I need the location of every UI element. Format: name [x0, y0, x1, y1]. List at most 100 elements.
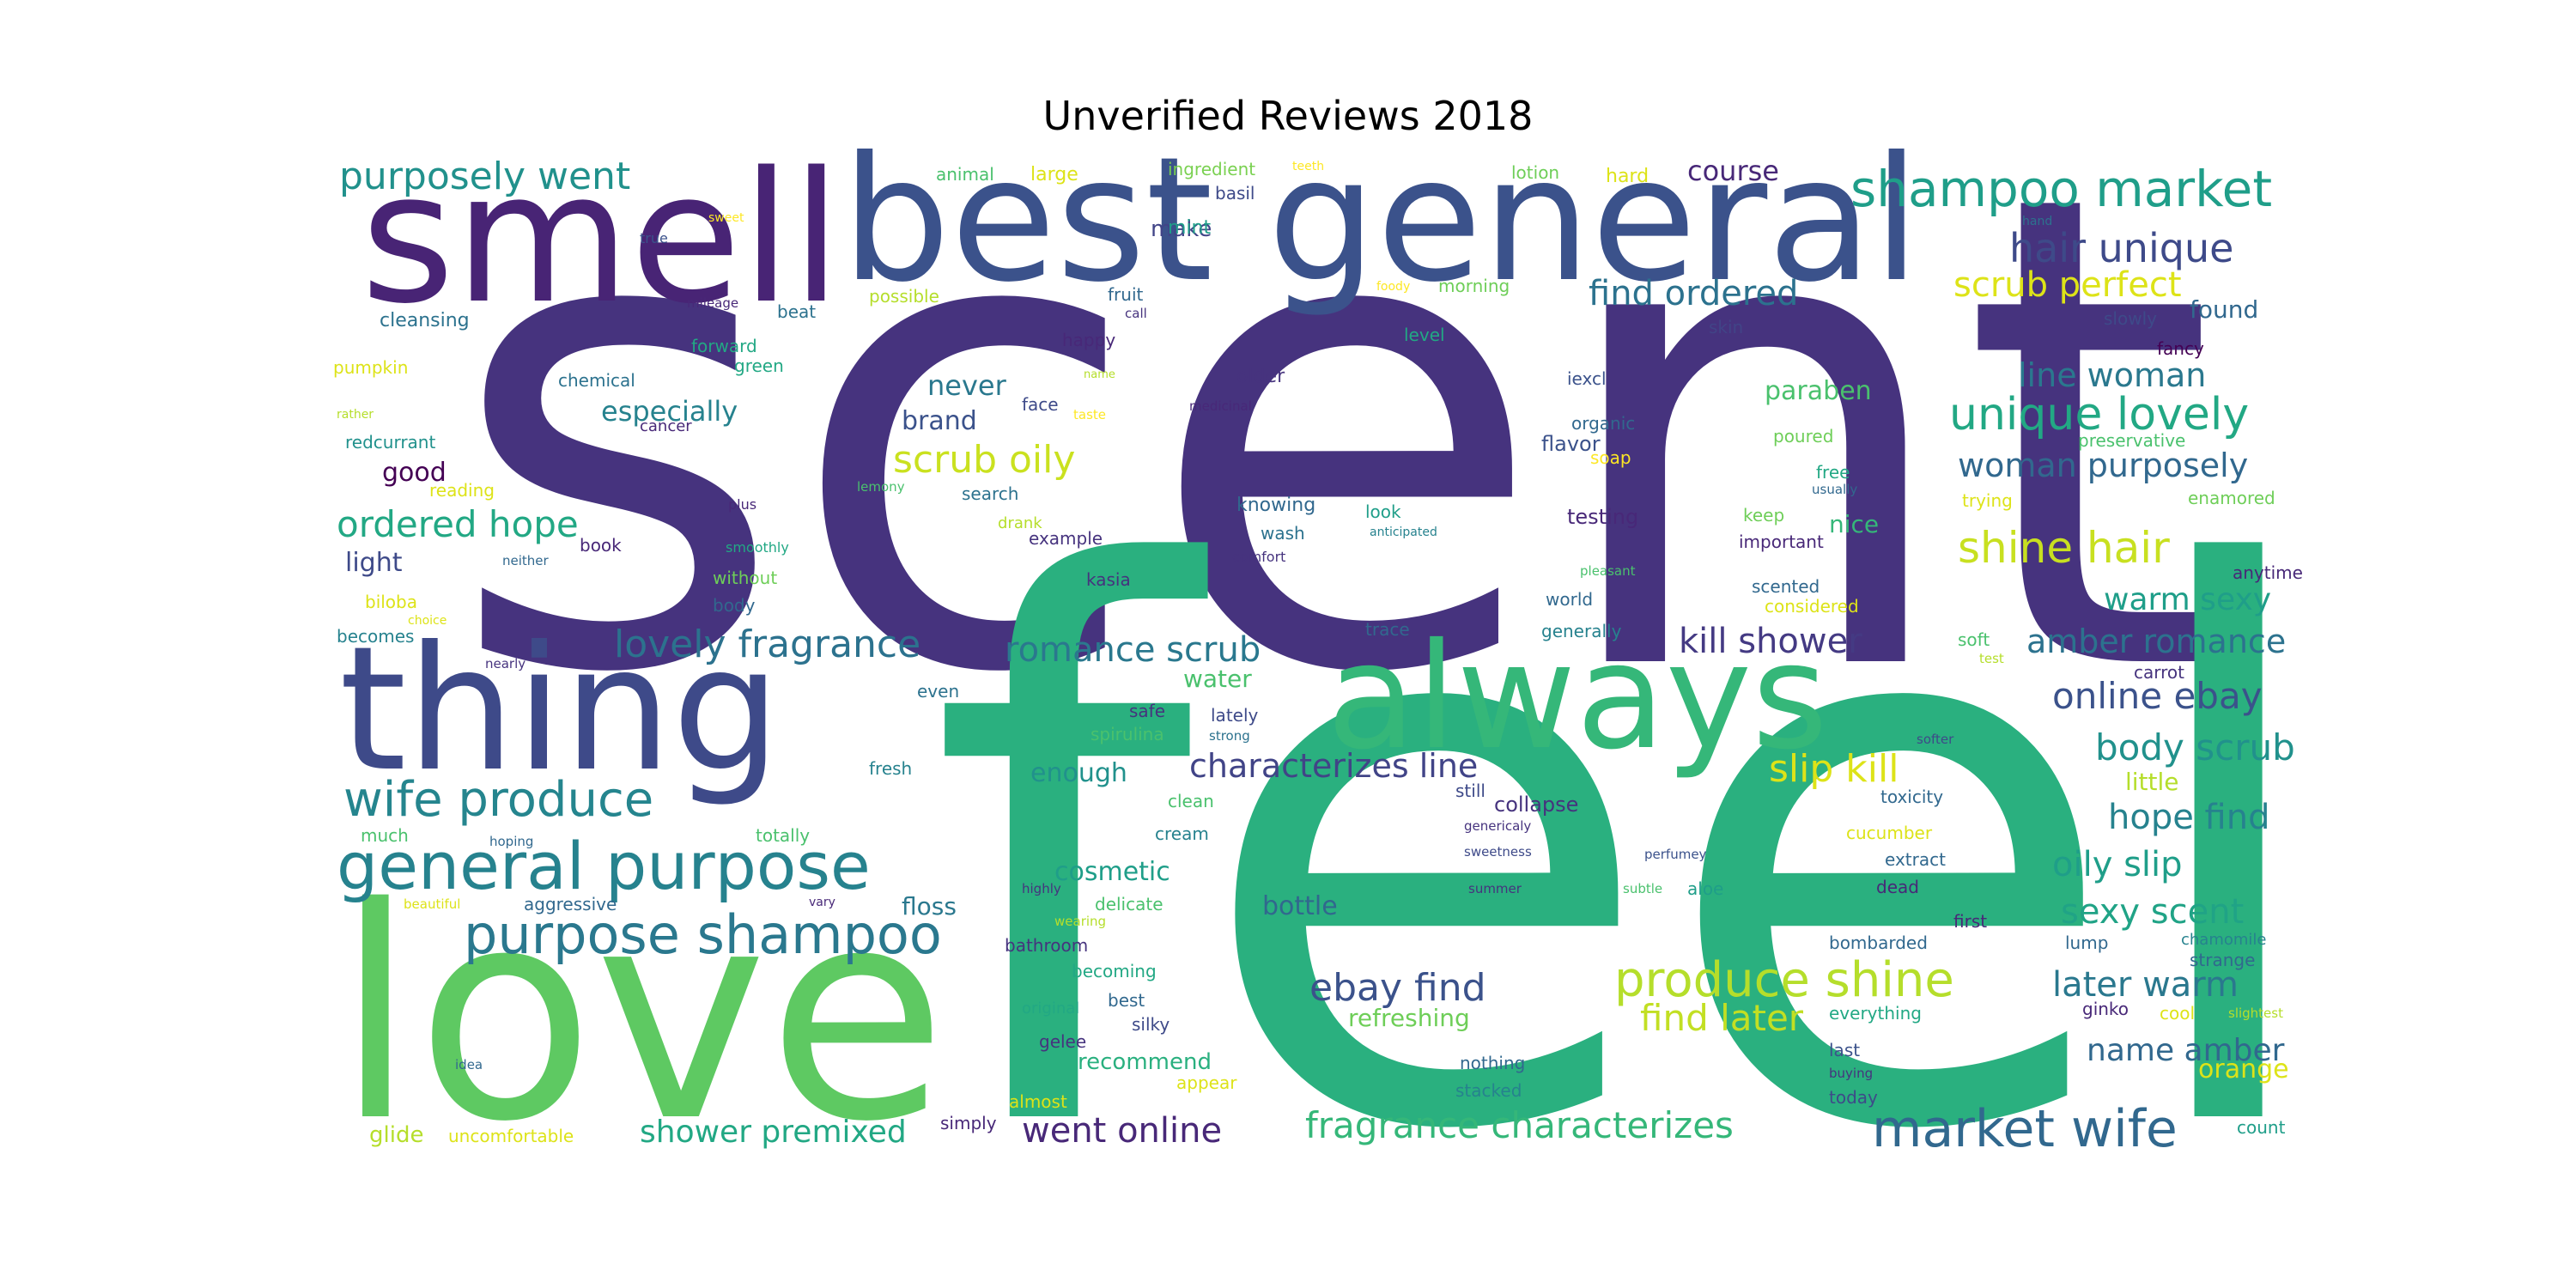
word-neither: neither [502, 553, 550, 568]
word-count: count [2237, 1117, 2286, 1138]
word-carrot: carrot [2134, 662, 2184, 683]
word-world: world [1546, 589, 1593, 610]
word-mint: mint [1168, 217, 1211, 239]
word-cleansing: cleansing [380, 310, 470, 331]
word-considered: considered [1765, 596, 1859, 617]
word-much: much [361, 825, 409, 846]
word-chamomile: chamomile [2181, 931, 2267, 949]
word-characterizes-line: characterizes line [1189, 747, 1478, 785]
word-bombarded: bombarded [1829, 933, 1928, 953]
word-kasia: kasia [1086, 569, 1131, 590]
word-oily-slip: oily slip [2052, 845, 2183, 884]
word-cream: cream [1155, 823, 1209, 844]
word-happy: happy [1062, 330, 1115, 350]
word-mileage: mileage [687, 295, 738, 311]
word-hair-unique: hair unique [2009, 225, 2233, 271]
word-totally: totally [756, 825, 810, 846]
word-romance-scrub: romance scrub [1005, 630, 1261, 670]
word-anticipated: anticipated [1370, 526, 1437, 539]
word-produce-shine: produce shine [1614, 952, 1954, 1008]
word-iexcl: iexcl [1567, 368, 1607, 389]
word-stacked: stacked [1455, 1080, 1522, 1101]
word-anytime: anytime [2233, 562, 2303, 583]
word-vary: vary [809, 896, 835, 909]
word-line-woman: line woman [2018, 356, 2206, 394]
word-drank: drank [998, 514, 1042, 532]
word-today: today [1829, 1087, 1878, 1108]
word-scented: scented [1752, 576, 1820, 597]
word-taste: taste [1073, 407, 1106, 422]
word-plus: plus [728, 496, 756, 513]
word-buying: buying [1829, 1066, 1873, 1081]
word-never: never [927, 369, 1007, 402]
word-first: first [1953, 911, 1987, 932]
word-shampoo-market: shampoo market [1850, 160, 2272, 218]
word-hope-find: hope find [2108, 798, 2269, 837]
word-softer: softer [1917, 732, 1954, 747]
word-pumpkin: pumpkin [333, 357, 408, 378]
word-extract: extract [1885, 849, 1946, 870]
word-free: free [1816, 462, 1850, 483]
word-ordered-hope: ordered hope [337, 503, 579, 545]
word-reading: reading [429, 480, 495, 501]
word-cancer: cancer [640, 417, 692, 435]
word-example: example [1029, 528, 1103, 549]
word-nearly: nearly [485, 656, 526, 671]
word-collapse: collapse [1494, 793, 1578, 817]
word-purposely-went: purposely went [339, 155, 630, 198]
word-original: original [1022, 999, 1079, 1018]
word-fresh: fresh [869, 758, 912, 779]
word-test: test [1979, 651, 2004, 666]
word-thing: thing [339, 610, 781, 810]
word-spirulina: spirulina [1091, 724, 1164, 744]
word-slightest: slightest [2228, 1005, 2283, 1021]
word-beat: beat [777, 301, 816, 322]
word-refreshing: refreshing [1348, 1004, 1470, 1032]
word-knowing: knowing [1236, 495, 1315, 516]
word-paraben: paraben [1765, 376, 1872, 406]
word-sweetness: sweetness [1464, 844, 1532, 860]
word-level: level [1404, 325, 1445, 345]
word-everything: everything [1829, 1003, 1922, 1024]
word-warm-sexy: warm sexy [2104, 582, 2271, 617]
word-floss: floss [902, 892, 957, 920]
word-delicate: delicate [1095, 894, 1163, 914]
word-face: face [1022, 394, 1059, 415]
word-always: always [1327, 612, 1828, 782]
word-lump: lump [2065, 933, 2108, 953]
word-water: water [1183, 665, 1252, 693]
word-pleasant: pleasant [1580, 563, 1636, 579]
word-found: found [2190, 295, 2258, 324]
word-aloe: aloe [1687, 878, 1723, 899]
word-amber-romance: amber romance [2026, 623, 2286, 660]
word-nothing: nothing [1460, 1053, 1525, 1073]
word-clean: clean [1168, 791, 1214, 811]
word-light: light [345, 548, 403, 578]
word-market-wife: market wife [1872, 1099, 2178, 1159]
word-possible: possible [869, 286, 939, 307]
word-scrub-perfect: scrub perfect [1953, 265, 2182, 305]
word-lovely-fragrance: lovely fragrance [614, 623, 920, 666]
word-flavor: flavor [1541, 432, 1601, 456]
word-true: true [640, 230, 668, 246]
word-cosmetic: cosmetic [1054, 857, 1170, 887]
word-slip-kill: slip kill [1769, 747, 1899, 791]
word-perfumey: perfumey [1644, 847, 1707, 862]
word-hand: hand [2022, 215, 2052, 228]
word-trying: trying [1962, 490, 2013, 511]
word-large: large [1030, 164, 1078, 185]
word-animal: animal [936, 164, 994, 185]
word-good: good [382, 458, 447, 488]
word-fancy: fancy [2157, 338, 2204, 359]
word-gelee: gelee [1039, 1031, 1086, 1052]
word-wife-produce: wife produce [343, 772, 653, 828]
word-keep: keep [1743, 505, 1784, 526]
word-medicinal: medicinal [1189, 398, 1252, 414]
word-lotion: lotion [1511, 162, 1559, 183]
word-search: search [962, 483, 1018, 504]
word-silky: silky [1132, 1014, 1170, 1035]
page-title: Unverified Reviews 2018 [1042, 93, 1534, 139]
word-beautiful: beautiful [404, 896, 460, 912]
word-ginko: ginko [2082, 999, 2129, 1019]
